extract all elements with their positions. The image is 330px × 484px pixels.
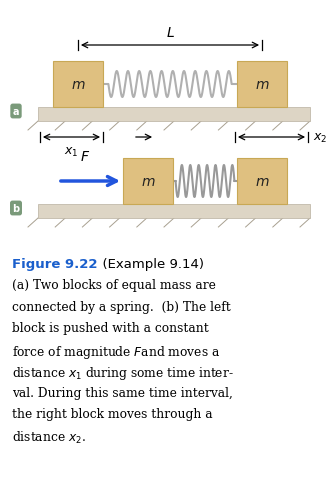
Text: (Example 9.14): (Example 9.14) bbox=[94, 257, 204, 271]
Bar bbox=[123, 159, 173, 205]
Text: $F$: $F$ bbox=[81, 150, 90, 164]
Text: Figure 9.22: Figure 9.22 bbox=[12, 257, 97, 271]
Text: $m$: $m$ bbox=[141, 175, 155, 189]
Text: force of magnitude $\mathit{F}$and moves a: force of magnitude $\mathit{F}$and moves… bbox=[12, 343, 220, 360]
Text: $m$: $m$ bbox=[255, 175, 269, 189]
Text: the right block moves through a: the right block moves through a bbox=[12, 408, 213, 421]
Text: b: b bbox=[13, 204, 19, 213]
Text: $x_2$: $x_2$ bbox=[313, 131, 327, 144]
Text: $L$: $L$ bbox=[166, 26, 175, 40]
Bar bbox=[237, 159, 287, 205]
Text: distance $x_1$ during some time inter-: distance $x_1$ during some time inter- bbox=[12, 365, 234, 382]
Text: a: a bbox=[13, 107, 19, 117]
Text: block is pushed with a constant: block is pushed with a constant bbox=[12, 322, 209, 335]
Bar bbox=[38, 108, 310, 122]
Bar bbox=[38, 205, 310, 219]
Text: connected by a spring.  (b) The left: connected by a spring. (b) The left bbox=[12, 301, 231, 313]
Text: $x_1$: $x_1$ bbox=[64, 146, 79, 159]
Text: (a) Two blocks of equal mass are: (a) Two blocks of equal mass are bbox=[12, 279, 216, 292]
Text: val. During this same time interval,: val. During this same time interval, bbox=[12, 386, 233, 399]
Text: $m$: $m$ bbox=[71, 78, 85, 92]
Text: distance $x_2$.: distance $x_2$. bbox=[12, 429, 86, 445]
Bar bbox=[53, 62, 103, 108]
Bar bbox=[237, 62, 287, 108]
Text: $m$: $m$ bbox=[255, 78, 269, 92]
